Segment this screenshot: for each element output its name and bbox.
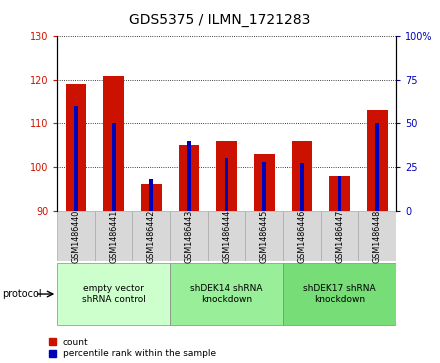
Text: GDS5375 / ILMN_1721283: GDS5375 / ILMN_1721283 bbox=[129, 13, 311, 27]
Bar bbox=[283, 263, 396, 325]
Legend: count, percentile rank within the sample: count, percentile rank within the sample bbox=[48, 338, 216, 359]
Bar bbox=[283, 211, 321, 261]
Bar bbox=[141, 184, 161, 211]
Bar bbox=[132, 211, 170, 261]
Text: GSM1486446: GSM1486446 bbox=[297, 209, 306, 262]
Bar bbox=[375, 123, 379, 211]
Text: GSM1486444: GSM1486444 bbox=[222, 209, 231, 262]
Text: GSM1486447: GSM1486447 bbox=[335, 209, 344, 263]
Bar bbox=[367, 110, 388, 211]
Text: GSM1486448: GSM1486448 bbox=[373, 209, 381, 262]
Bar bbox=[170, 211, 208, 261]
Bar bbox=[329, 176, 350, 211]
Text: shDEK17 shRNA
knockdown: shDEK17 shRNA knockdown bbox=[303, 284, 376, 304]
Bar bbox=[95, 211, 132, 261]
Text: GSM1486442: GSM1486442 bbox=[147, 209, 156, 263]
Bar bbox=[337, 176, 341, 211]
Text: GSM1486443: GSM1486443 bbox=[184, 209, 194, 262]
Bar bbox=[262, 162, 266, 211]
Bar bbox=[321, 211, 358, 261]
Text: GSM1486441: GSM1486441 bbox=[109, 209, 118, 262]
Bar bbox=[358, 211, 396, 261]
Bar bbox=[208, 211, 246, 261]
Bar bbox=[103, 76, 124, 211]
Text: GSM1486440: GSM1486440 bbox=[72, 209, 81, 262]
Bar bbox=[112, 123, 116, 211]
Bar bbox=[179, 145, 199, 211]
Bar bbox=[66, 84, 86, 211]
Bar bbox=[246, 211, 283, 261]
Bar bbox=[150, 179, 153, 211]
Bar bbox=[225, 158, 228, 211]
Text: GSM1486445: GSM1486445 bbox=[260, 209, 269, 263]
Text: shDEK14 shRNA
knockdown: shDEK14 shRNA knockdown bbox=[191, 284, 263, 304]
Bar bbox=[74, 106, 78, 211]
Bar bbox=[57, 263, 170, 325]
Bar bbox=[254, 154, 275, 211]
Bar bbox=[170, 263, 283, 325]
Bar bbox=[292, 141, 312, 211]
Text: protocol: protocol bbox=[2, 289, 42, 299]
Bar bbox=[187, 141, 191, 211]
Bar bbox=[300, 163, 304, 211]
Bar bbox=[216, 141, 237, 211]
Text: empty vector
shRNA control: empty vector shRNA control bbox=[82, 284, 146, 304]
Bar bbox=[57, 211, 95, 261]
